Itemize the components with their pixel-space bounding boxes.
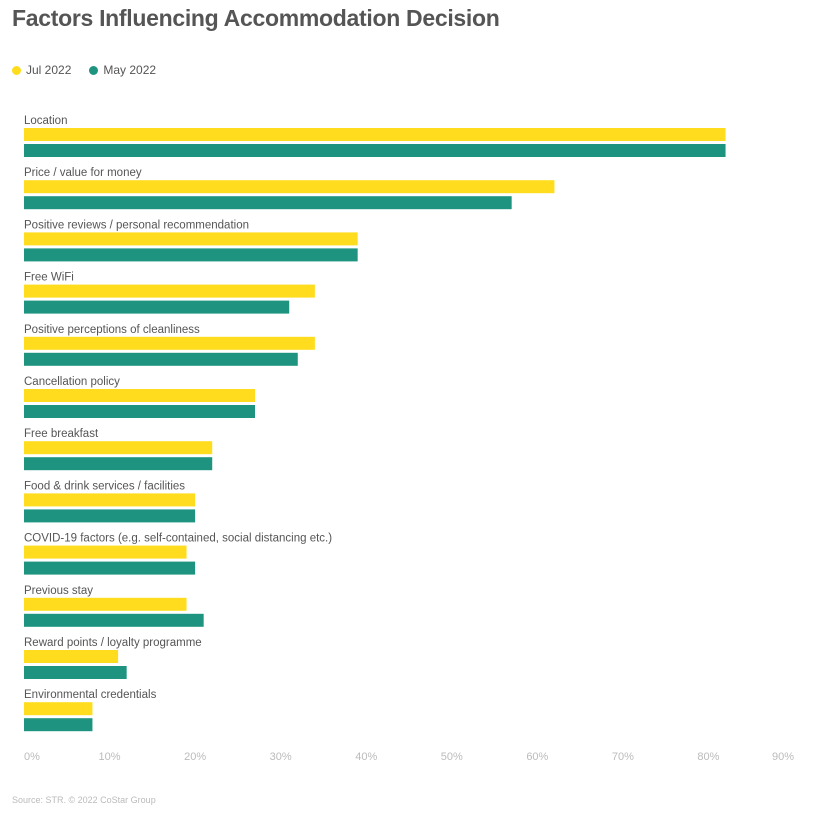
x-tick-label: 20%	[184, 751, 206, 763]
bar-may-2022-covid-19-factors-e-g-self-contained-social-distancing-etc[interactable]	[24, 561, 196, 575]
x-tick-label: 60%	[526, 751, 548, 763]
category-label-location: Location	[24, 115, 67, 127]
legend-label-jul-2022: Jul 2022	[26, 63, 72, 77]
bar-jul-2022-food-drink-services-facilities[interactable]	[24, 493, 196, 507]
bar-jul-2022-positive-perceptions-of-cleanliness[interactable]	[24, 336, 315, 350]
bar-jul-2022-reward-points-loyalty-programme[interactable]	[24, 650, 119, 663]
x-tick-label: 30%	[270, 751, 292, 763]
bar-may-2022-free-breakfast[interactable]	[24, 457, 213, 471]
category-label-covid-19-factors-e-g-self-contained-social-distancing-etc: COVID-19 factors (e.g. self-contained, s…	[24, 533, 332, 545]
bar-jul-2022-positive-reviews-personal-recommendation[interactable]	[24, 232, 358, 246]
legend-swatch-jul-2022	[12, 65, 21, 75]
bar-may-2022-environmental-credentials[interactable]	[24, 718, 93, 732]
source-footnote: Source: STR. © 2022 CoStar Group	[12, 795, 156, 805]
legend-item-may-2022[interactable]: May 2022	[89, 63, 156, 77]
category-label-positive-perceptions-of-cleanliness: Positive perceptions of cleanliness	[24, 324, 200, 336]
bar-may-2022-reward-points-loyalty-programme[interactable]	[24, 666, 127, 679]
category-label-previous-stay: Previous stay	[24, 585, 93, 597]
bar-jul-2022-covid-19-factors-e-g-self-contained-social-distancing-etc[interactable]	[24, 545, 187, 559]
category-label-food-drink-services-facilities: Food & drink services / facilities	[24, 480, 185, 492]
category-label-positive-reviews-personal-recommendation: Positive reviews / personal recommendati…	[24, 219, 249, 231]
legend-swatch-may-2022	[89, 65, 99, 75]
bar-chart: Location Price / value for money Positive …	[24, 115, 794, 763]
bar-jul-2022-free-wifi[interactable]	[24, 284, 315, 298]
bar-jul-2022-previous-stay[interactable]	[24, 597, 187, 611]
x-tick-label: 70%	[612, 751, 634, 763]
category-label-free-breakfast: Free breakfast	[24, 428, 99, 440]
legend-label-may-2022: May 2022	[103, 63, 157, 77]
bar-may-2022-previous-stay[interactable]	[24, 613, 204, 627]
legend-item-jul-2022[interactable]: Jul 2022	[12, 63, 71, 77]
chart-title: Factors Influencing Accommodation Decisi…	[12, 5, 500, 31]
x-tick-label: 90%	[772, 751, 794, 763]
legend: Jul 2022 May 2022	[12, 63, 156, 77]
bar-may-2022-location[interactable]	[24, 144, 726, 157]
x-tick-label: 40%	[355, 751, 377, 763]
category-label-free-wifi: Free WiFi	[24, 272, 74, 284]
bar-jul-2022-location[interactable]	[24, 128, 726, 141]
bar-jul-2022-free-breakfast[interactable]	[24, 441, 213, 455]
bar-may-2022-positive-perceptions-of-cleanliness[interactable]	[24, 352, 298, 366]
bar-may-2022-positive-reviews-personal-recommendation[interactable]	[24, 248, 358, 262]
bar-may-2022-cancellation-policy[interactable]	[24, 405, 255, 418]
category-label-environmental-credentials: Environmental credentials	[24, 689, 157, 701]
bar-may-2022-free-wifi[interactable]	[24, 300, 290, 314]
category-label-price-value-for-money: Price / value for money	[24, 167, 142, 179]
x-tick-label: 50%	[441, 751, 463, 763]
x-tick-label: 0%	[24, 751, 40, 763]
bar-may-2022-food-drink-services-facilities[interactable]	[24, 509, 196, 523]
bar-jul-2022-environmental-credentials[interactable]	[24, 702, 93, 716]
x-tick-label: 80%	[697, 751, 719, 763]
category-label-reward-points-loyalty-programme: Reward points / loyalty programme	[24, 637, 202, 649]
category-label-cancellation-policy: Cancellation policy	[24, 376, 120, 388]
bar-may-2022-price-value-for-money[interactable]	[24, 196, 512, 210]
bar-jul-2022-cancellation-policy[interactable]	[24, 389, 255, 402]
x-tick-label: 10%	[99, 751, 121, 763]
bar-jul-2022-price-value-for-money[interactable]	[24, 180, 555, 194]
